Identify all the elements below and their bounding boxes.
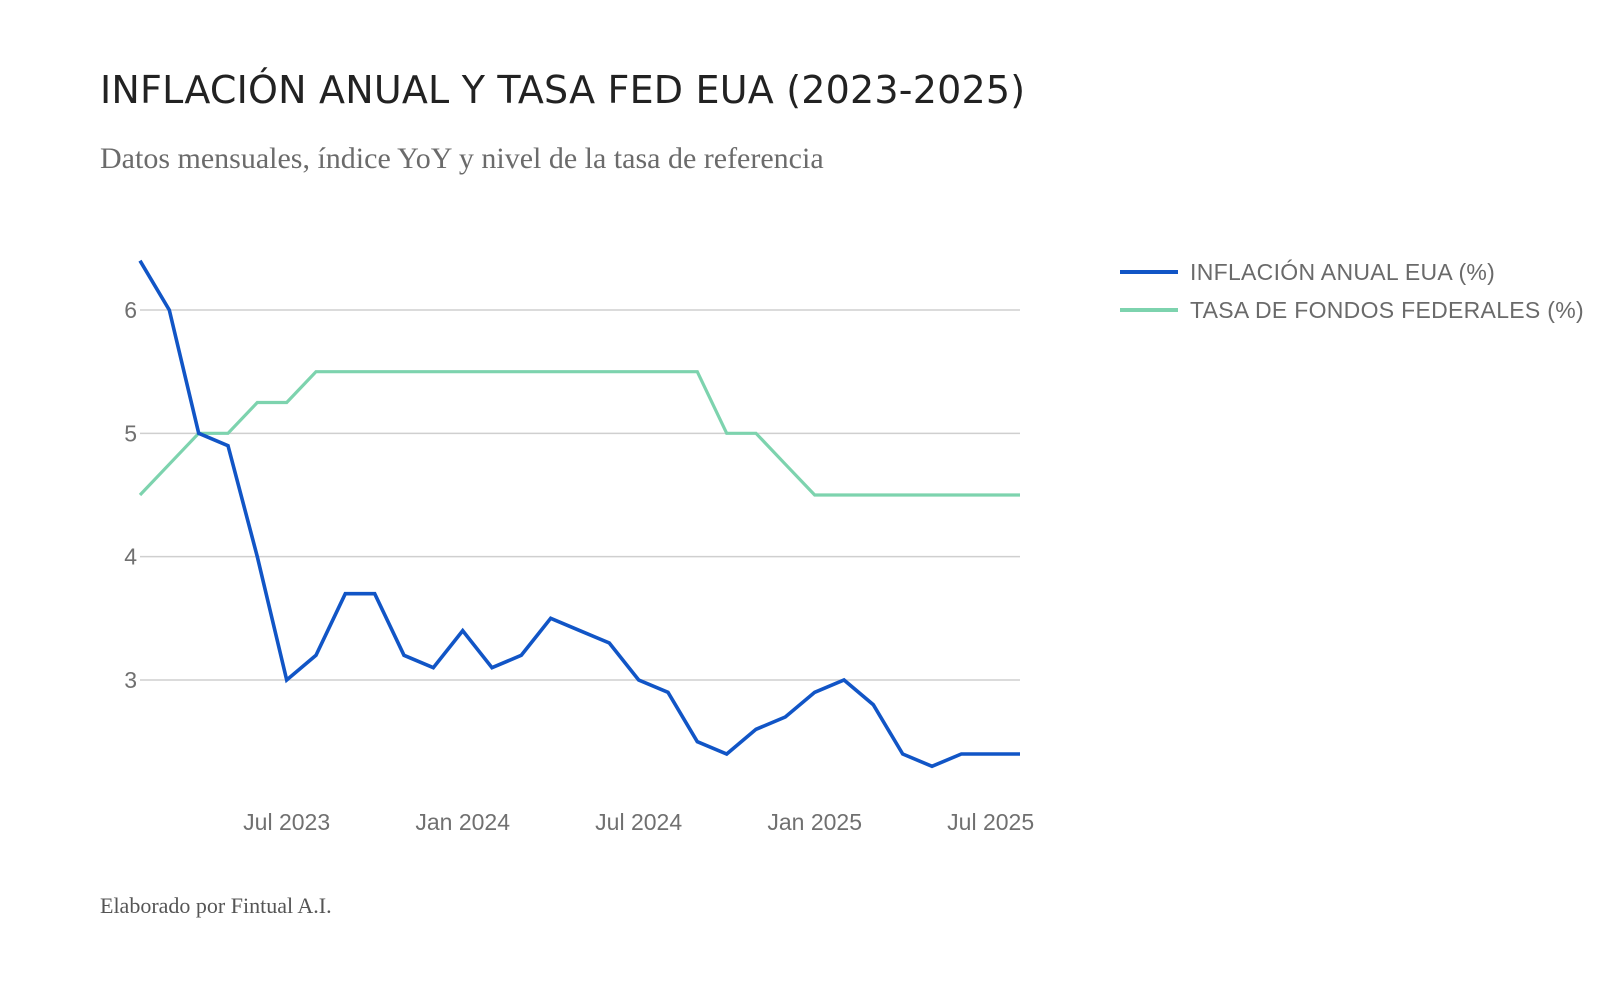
credit-footer: Elaborado por Fintual A.I. — [100, 893, 332, 918]
x-tick-label: Jul 2024 — [595, 809, 682, 835]
series-line-fed-rate — [138, 370, 1020, 497]
x-tick-label: Jul 2023 — [243, 809, 330, 835]
x-tick-label: Jan 2024 — [415, 809, 510, 835]
y-tick-label: 3 — [124, 667, 137, 693]
chart-subtitle: Datos mensuales, índice YoY y nivel de l… — [100, 142, 824, 175]
series-lines — [138, 259, 1020, 769]
y-tick-label: 4 — [124, 544, 137, 570]
chart-title: INFLACIÓN ANUAL Y TASA FED EUA (2023-202… — [100, 68, 1026, 112]
y-axis-ticks: 3 4 5 6 — [124, 297, 137, 693]
y-tick-label: 6 — [124, 297, 137, 323]
legend-label: TASA DE FONDOS FEDERALES (%) — [1190, 297, 1584, 323]
x-tick-label: Jul 2025 — [947, 809, 1034, 835]
x-tick-label: Jan 2025 — [767, 809, 862, 835]
legend-item-fed-rate: TASA DE FONDOS FEDERALES (%) — [1120, 297, 1584, 323]
y-tick-label: 5 — [124, 420, 137, 446]
legend: INFLACIÓN ANUAL EUA (%) TASA DE FONDOS FE… — [1120, 259, 1584, 323]
legend-item-inflation: INFLACIÓN ANUAL EUA (%) — [1120, 259, 1495, 285]
series-line-inflation — [138, 259, 1020, 769]
x-axis-ticks: Jul 2023 Jan 2024 Jul 2024 Jan 2025 Jul 2025 — [243, 809, 1034, 835]
legend-label: INFLACIÓN ANUAL EUA (%) — [1190, 259, 1495, 285]
